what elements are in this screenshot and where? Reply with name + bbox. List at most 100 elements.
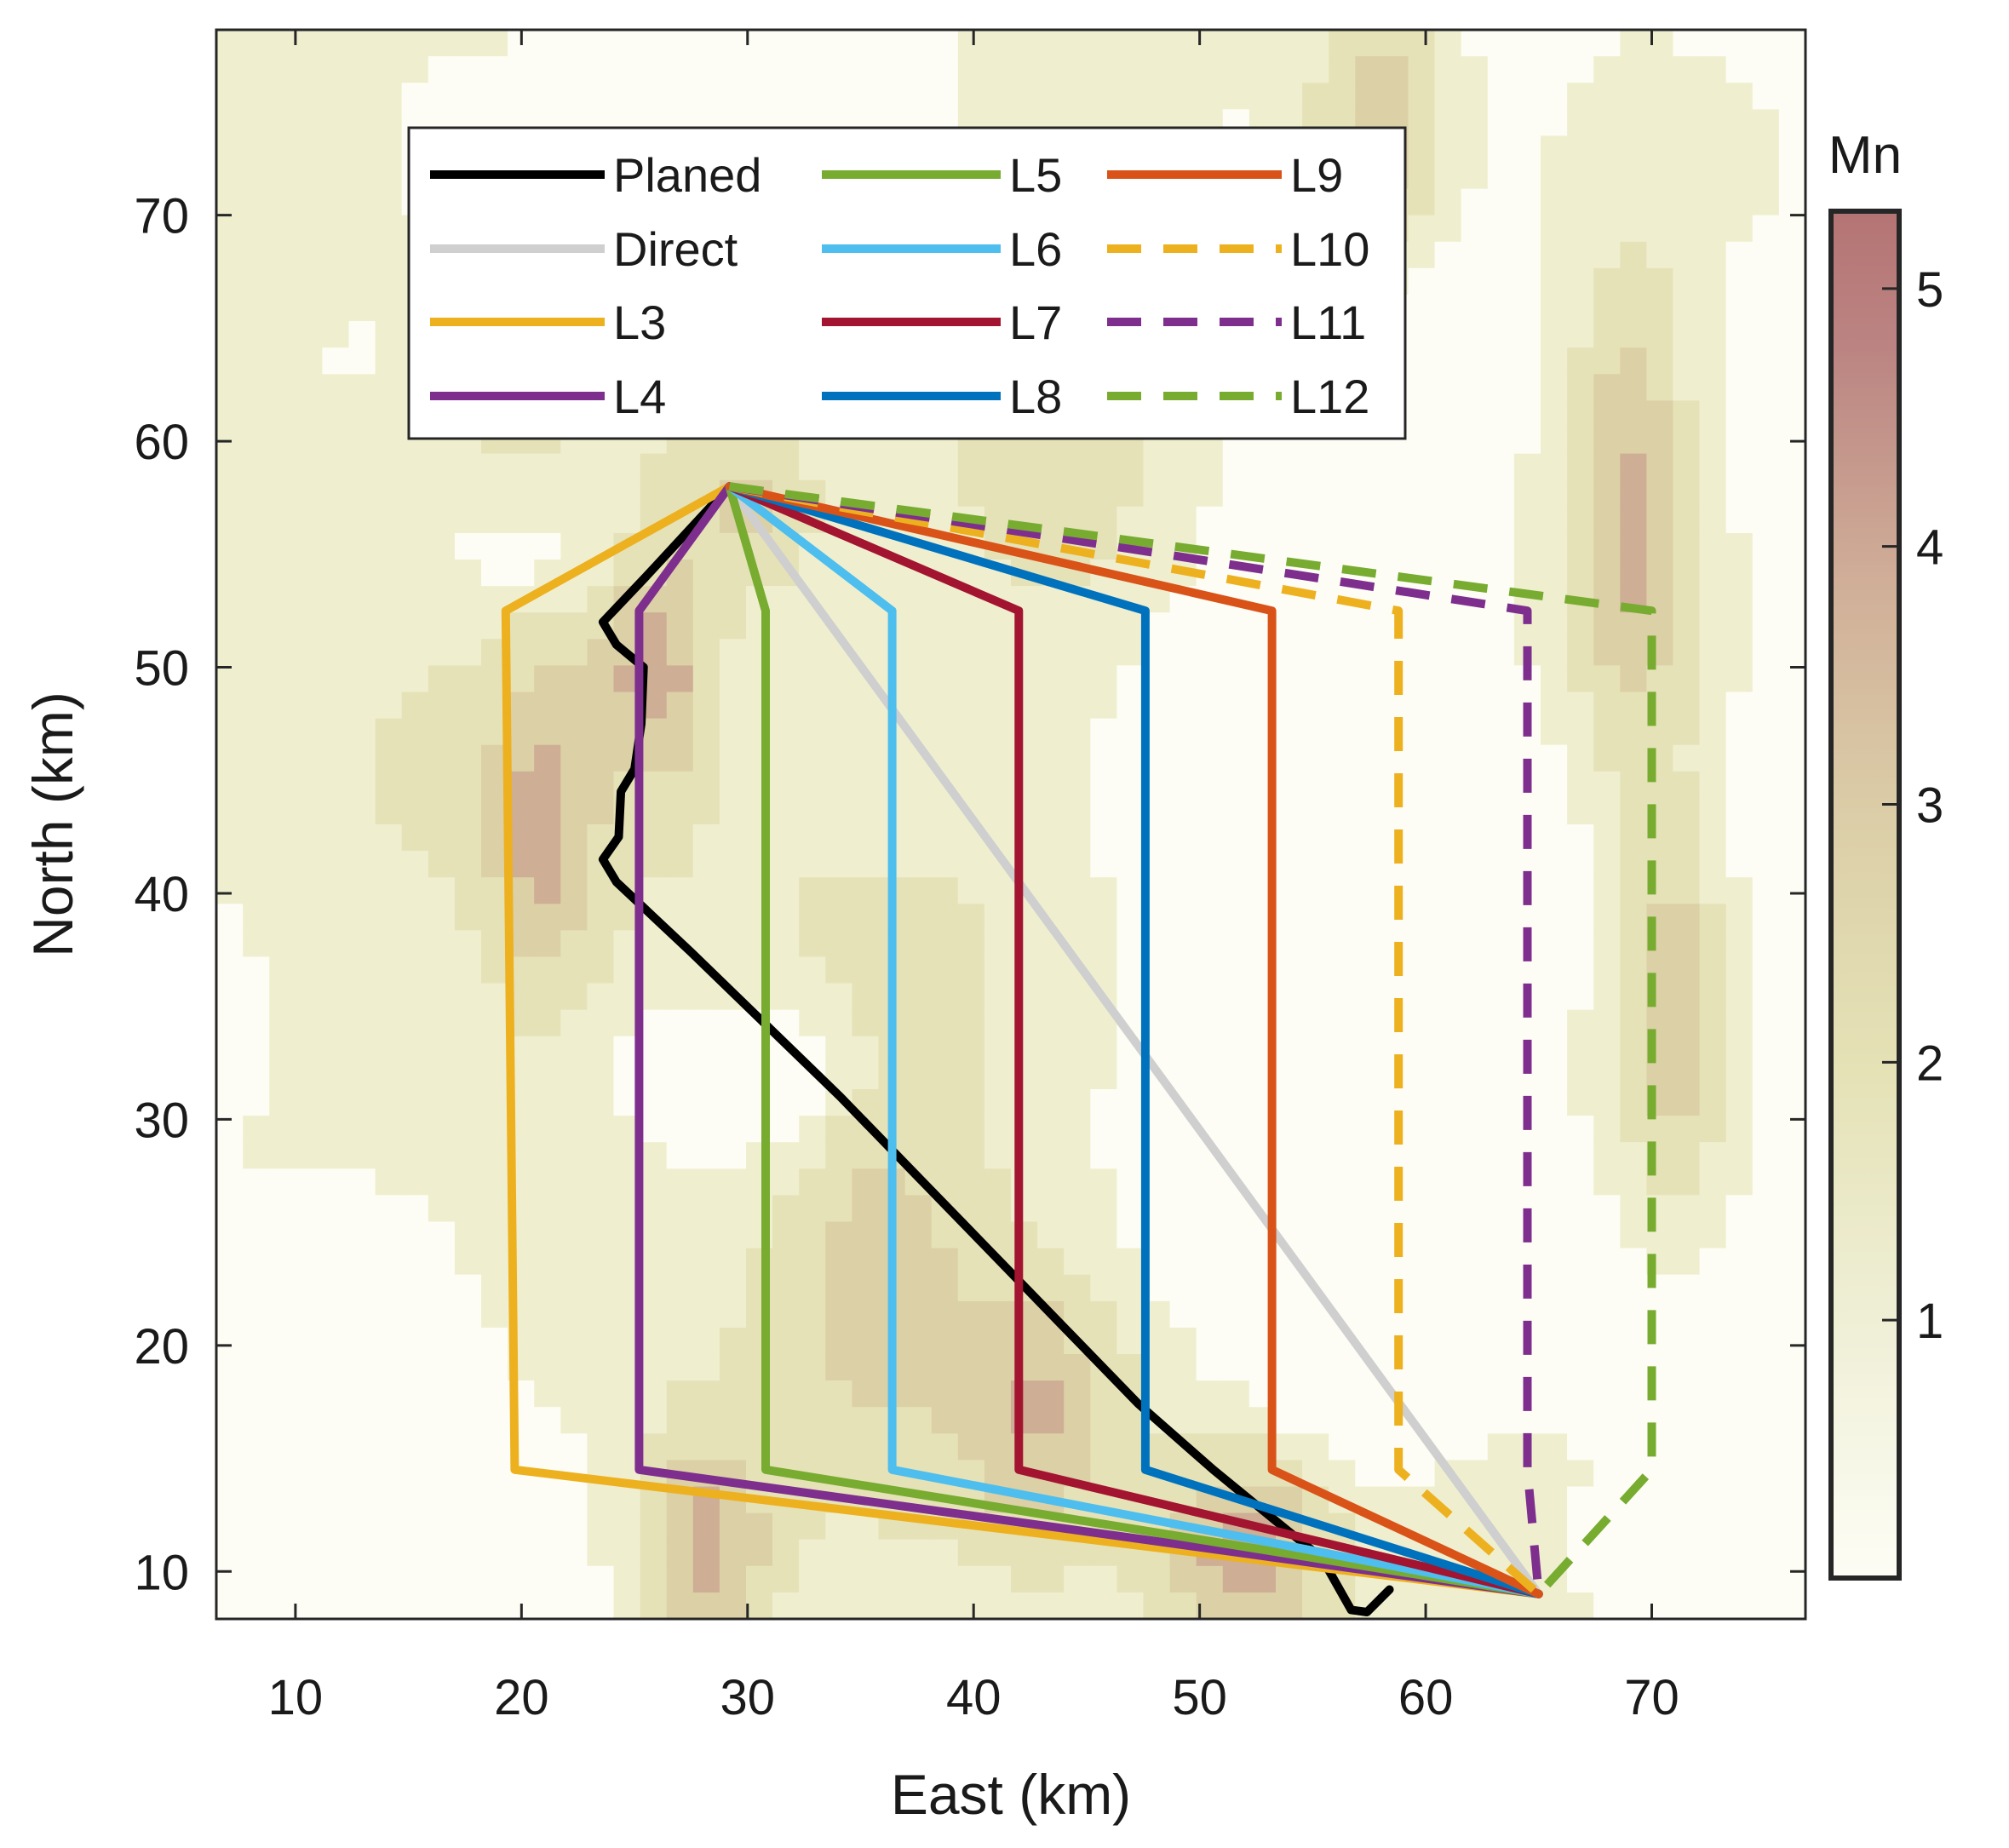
contour-cell: [852, 824, 880, 852]
contour-cell: [428, 851, 456, 878]
contour-cell: [1646, 83, 1674, 111]
contour-cell: [1541, 744, 1568, 772]
contour-cell: [1646, 347, 1674, 376]
contour-cell: [1408, 1274, 1436, 1302]
contour-cell: [719, 797, 747, 825]
contour-cell: [1513, 109, 1541, 137]
series-line-l7: [725, 482, 1543, 1598]
contour-cell: [1248, 506, 1277, 534]
contour-cell: [984, 1009, 1012, 1037]
contour-cell: [1355, 744, 1383, 772]
contour-cell: [719, 744, 747, 772]
contour-cell: [1593, 1036, 1622, 1064]
contour-cell: [1408, 109, 1436, 137]
contour-cell: [269, 1407, 297, 1435]
contour-cell: [1646, 1539, 1674, 1567]
contour-cell: [216, 1062, 244, 1090]
legend-label-l6: L6: [1009, 222, 1062, 276]
contour-cell: [772, 1195, 800, 1223]
contour-cell: [1302, 983, 1329, 1011]
contour-cell: [1752, 771, 1780, 799]
contour-cell: [852, 1380, 880, 1408]
contour-cell: [1646, 374, 1674, 402]
contour-cell: [322, 1300, 350, 1329]
contour-cell: [216, 639, 244, 667]
contour-cell: [692, 824, 720, 852]
contour-cell: [534, 1248, 562, 1276]
contour-cell: [1302, 1062, 1329, 1090]
contour-cell: [640, 1512, 668, 1541]
contour-cell: [560, 824, 588, 852]
contour-cell: [1487, 427, 1515, 455]
contour-cell: [375, 1565, 403, 1593]
contour-cell: [1434, 665, 1462, 693]
contour-cell: [1541, 1592, 1568, 1619]
contour-cell: [1593, 1565, 1622, 1593]
contour-cell: [243, 1221, 270, 1249]
contour-cell: [322, 1036, 350, 1064]
contour-cell: [216, 188, 244, 216]
contour-cell: [1276, 1274, 1303, 1302]
contour-cell: [1487, 1380, 1515, 1408]
contour-cell: [1541, 1354, 1568, 1381]
contour-cell: [1699, 639, 1727, 667]
contour-cell: [1567, 162, 1594, 190]
contour-cell: [348, 771, 376, 799]
contour-cell: [269, 215, 297, 243]
colorbar-tick-label: 2: [1916, 1036, 1943, 1091]
contour-cell: [772, 1354, 800, 1381]
contour-cell: [772, 83, 800, 111]
contour-cell: [481, 83, 508, 111]
contour-cell: [1778, 479, 1805, 508]
contour-cell: [1037, 83, 1065, 111]
contour-cell: [825, 771, 853, 799]
contour-cell: [1646, 612, 1674, 640]
contour-cell: [984, 1565, 1012, 1593]
contour-cell: [825, 30, 853, 57]
contour-cell: [269, 1168, 297, 1197]
contour-cell: [1752, 665, 1780, 693]
contour-cell: [1064, 83, 1092, 111]
contour-cell: [1513, 347, 1541, 376]
contour-cell: [269, 665, 297, 693]
contour-cell: [269, 560, 297, 587]
contour-cell: [1567, 506, 1594, 534]
contour-cell: [587, 744, 615, 772]
contour-cell: [1487, 400, 1515, 428]
contour-cell: [1673, 1565, 1701, 1593]
contour-cell: [1276, 506, 1303, 534]
contour-cell: [772, 1380, 800, 1408]
contour-cell: [1461, 824, 1489, 852]
contour-cell: [1355, 1380, 1383, 1408]
contour-cell: [1567, 771, 1594, 799]
contour-cell: [1116, 797, 1145, 825]
contour-cell: [1487, 56, 1515, 83]
contour-cell: [243, 1116, 270, 1143]
contour-cell: [1222, 1116, 1250, 1143]
contour-cell: [1593, 109, 1622, 137]
contour-cell: [1541, 983, 1568, 1011]
contour-cell: [1408, 427, 1436, 455]
legend-label-l9: L9: [1290, 148, 1343, 202]
contour-cell: [1090, 692, 1118, 720]
contour-cell: [1037, 1565, 1065, 1593]
contour-cell: [1778, 1592, 1805, 1619]
contour-cell: [1541, 427, 1568, 455]
contour-cell: [666, 1221, 694, 1249]
contour-cell: [1620, 400, 1648, 428]
contour-cell: [1673, 560, 1701, 587]
contour-cell: [1276, 1327, 1303, 1355]
contour-cell: [1381, 560, 1409, 587]
contour-cell: [613, 1565, 641, 1593]
contour-cell: [1541, 400, 1568, 428]
contour-cell: [216, 479, 244, 508]
contour-cell: [957, 1248, 985, 1276]
contour-cell: [1487, 1089, 1515, 1116]
contour-cell: [454, 1300, 482, 1329]
contour-cell: [1302, 1195, 1329, 1223]
contour-cell: [957, 1539, 985, 1567]
contour-cell: [904, 612, 933, 640]
contour-cell: [1541, 1460, 1568, 1488]
contour-cell: [1143, 30, 1171, 57]
contour-cell: [1064, 453, 1092, 481]
